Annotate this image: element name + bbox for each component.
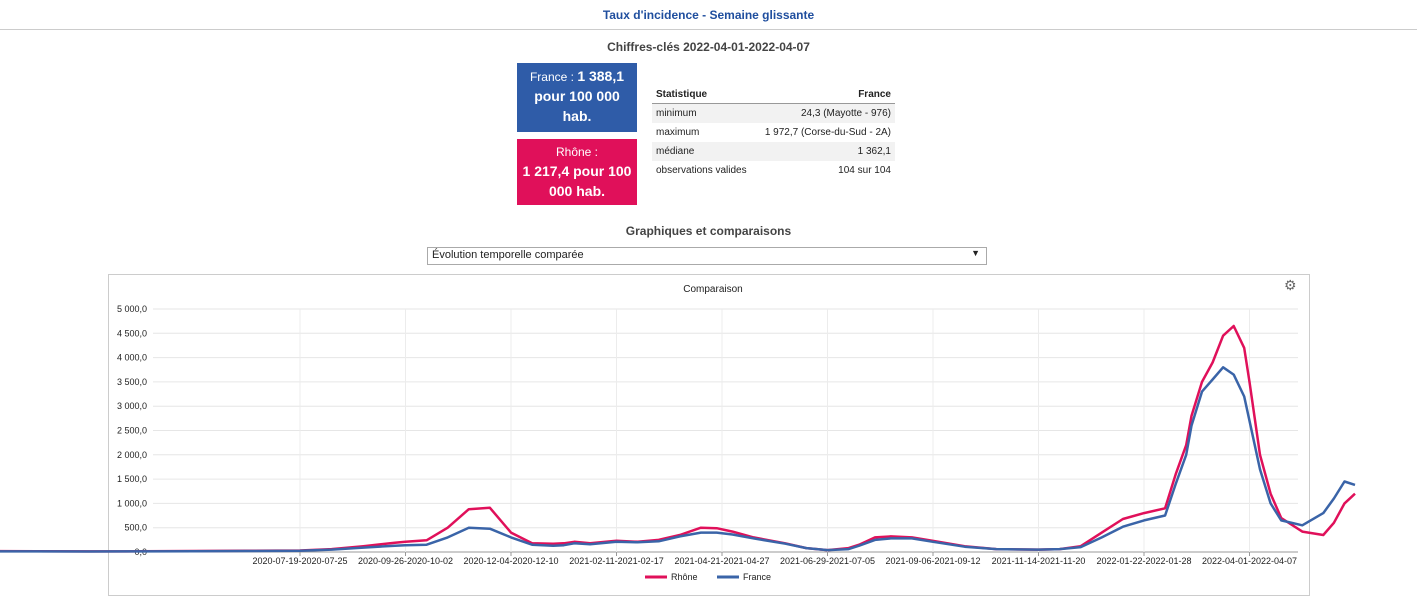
stat-value: 1 972,7 (Corse-du-Sud - 2A)	[764, 127, 891, 138]
stats-table: Statistique France minimum 24,3 (Mayotte…	[652, 86, 895, 180]
graphs-title: Graphiques et comparaisons	[625, 224, 792, 238]
france-kpi-suffix: pour 100 000 hab.	[534, 88, 620, 124]
stat-name: minimum	[652, 103, 755, 123]
table-header-row: Statistique France	[652, 86, 895, 104]
rhone-kpi-value: 1 217,4 pour 100 000 hab.	[522, 163, 632, 199]
key-figures-title: Chiffres-clés 2022-04-01-2022-04-07	[607, 40, 810, 54]
table-row: observations valides 104 sur 104	[652, 161, 895, 180]
stat-value: 24,3 (Mayotte - 976)	[754, 103, 895, 123]
france-header: France	[754, 86, 895, 104]
gear-icon[interactable]: ⚙	[1284, 277, 1297, 293]
rhone-kpi-card: Rhône : 1 217,4 pour 100 000 hab.	[517, 139, 637, 205]
stat-value: 1 362,1	[754, 142, 895, 161]
table-row: maximum 1 972,7 (Corse-du-Sud - 2A)	[652, 123, 895, 142]
chart-type-select[interactable]: Évolution temporelle comparée ▼	[427, 247, 987, 265]
stat-name: observations valides	[656, 165, 747, 176]
rhone-kpi-label: Rhône :	[555, 145, 599, 159]
stat-name: maximum	[656, 127, 700, 138]
stat-header: Statistique	[652, 86, 755, 104]
france-kpi-card: France : 1 388,1 pour 100 000 hab.	[517, 63, 637, 132]
france-kpi-value: 1 388,1	[577, 68, 625, 84]
page-title: Taux d'incidence - Semaine glissante	[602, 8, 815, 22]
table-row: minimum 24,3 (Mayotte - 976)	[652, 103, 895, 123]
chart-container	[108, 274, 1310, 596]
header: Taux d'incidence - Semaine glissante	[0, 0, 1417, 30]
stat-name: médiane	[652, 142, 755, 161]
france-kpi-label: France :	[529, 70, 578, 84]
chevron-down-icon: ▼	[971, 248, 980, 258]
stat-value: 104 sur 104	[838, 165, 891, 176]
chart-type-select-value: Évolution temporelle comparée	[432, 249, 584, 261]
table-row: médiane 1 362,1	[652, 142, 895, 161]
